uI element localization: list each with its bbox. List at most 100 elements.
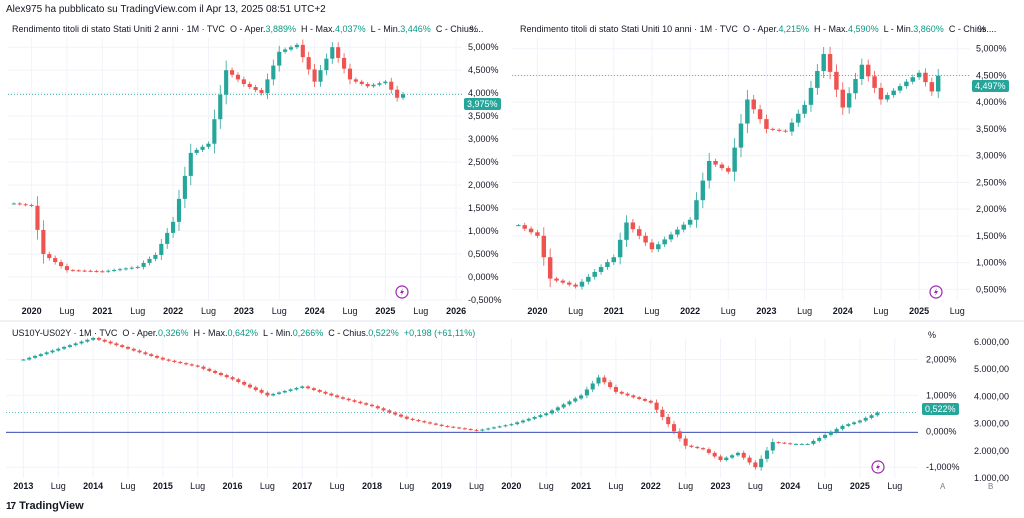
candle-body xyxy=(91,338,96,340)
candle-body xyxy=(712,452,717,457)
candle-body xyxy=(636,229,642,236)
x-tick-label: Lug xyxy=(873,306,888,316)
candle-body xyxy=(579,281,585,287)
candle-body xyxy=(184,363,189,365)
candle-body xyxy=(123,268,128,270)
candle-body xyxy=(82,270,87,272)
candle-body xyxy=(509,424,514,426)
candle-body xyxy=(306,57,311,70)
candle-body xyxy=(706,160,712,181)
candle-body xyxy=(73,343,78,346)
candle-body xyxy=(125,346,131,349)
candle-body xyxy=(802,104,807,114)
x-tick-label: 2024 xyxy=(833,306,853,316)
candle-body xyxy=(611,257,617,263)
log-scale-button[interactable]: B xyxy=(988,482,994,491)
y-tick-label: 4,500% xyxy=(976,70,1007,80)
candle-body xyxy=(172,360,177,362)
candle-body xyxy=(253,87,258,91)
candle-body xyxy=(522,225,527,229)
candle-body xyxy=(336,47,341,58)
candle-body xyxy=(821,54,826,71)
candle-body xyxy=(687,219,693,225)
y-tick-label: 1,500% xyxy=(976,231,1007,241)
candle-body xyxy=(85,339,90,342)
candle-body xyxy=(811,440,816,444)
candle-body xyxy=(923,72,928,83)
candle-body xyxy=(660,409,665,417)
x-tick-label: 2021 xyxy=(571,481,591,491)
low-label: L - Min. xyxy=(883,24,914,34)
x-tick-label: Lug xyxy=(887,481,902,491)
candle-body xyxy=(188,152,193,176)
candle-body xyxy=(547,257,553,279)
candle-body xyxy=(706,449,711,453)
candle-body xyxy=(783,130,788,132)
candle-body xyxy=(265,392,270,396)
candle-body xyxy=(108,341,113,344)
x-tick-label: 2025 xyxy=(909,306,929,316)
candle-body xyxy=(218,373,223,376)
candle-body xyxy=(106,270,111,272)
low-value: 3,860% xyxy=(913,24,944,34)
candle-body xyxy=(283,49,288,52)
y-tick-label: 0,500% xyxy=(976,284,1007,294)
candle-body xyxy=(834,428,839,432)
candle-body xyxy=(312,69,317,82)
candle-body xyxy=(59,262,64,267)
candle-body xyxy=(317,390,322,392)
chart-us10y: 5,000% 4,500% 4,000% 3,500% 3,000% 2,500% 2,00… xyxy=(512,38,1007,316)
candle-body xyxy=(288,47,294,50)
candle-body xyxy=(35,205,40,230)
candle-body xyxy=(617,239,623,258)
candle-body xyxy=(584,389,589,396)
close-label: C - Chius.... xyxy=(948,24,997,34)
candle-body xyxy=(294,44,299,48)
open-label: O - Aper. xyxy=(229,24,266,34)
candle-body xyxy=(671,424,677,432)
candle-body xyxy=(277,51,282,66)
open-label: O - Aper. xyxy=(742,24,779,34)
candle-body xyxy=(532,416,537,419)
candle-body xyxy=(253,387,258,391)
auto-scale-button[interactable]: A xyxy=(940,482,946,491)
candle-body xyxy=(840,89,846,108)
candle-body xyxy=(276,392,282,394)
title-text: Rendimento titoli di stato Stati Uniti 2… xyxy=(12,24,225,34)
candle-body xyxy=(550,410,555,414)
candle-body xyxy=(352,400,357,402)
candle-body xyxy=(137,350,142,353)
candle-body xyxy=(605,262,610,268)
candle-body xyxy=(141,262,146,267)
x-tick-label: Lug xyxy=(818,481,833,491)
candle-body xyxy=(642,399,648,401)
candle-body xyxy=(400,94,406,98)
candle-body xyxy=(573,284,578,287)
candle-body xyxy=(885,95,890,100)
y-tick-label: 3,500% xyxy=(468,111,499,121)
candle-body xyxy=(375,406,380,409)
candle-body xyxy=(863,417,868,421)
low-label: L - Min. xyxy=(263,328,293,338)
candle-body xyxy=(135,266,140,268)
x-tick-label: 2022 xyxy=(680,306,700,316)
candle-body xyxy=(681,224,686,230)
candle-body xyxy=(770,128,776,130)
candle-body xyxy=(759,458,764,468)
candle-body xyxy=(62,346,67,349)
y-tick-label: 4,000% xyxy=(468,88,499,98)
candle-body xyxy=(560,280,566,283)
candle-body xyxy=(207,368,212,371)
candle-body xyxy=(178,361,183,364)
candle-body xyxy=(541,235,547,258)
candle-body xyxy=(410,418,415,420)
candle-body xyxy=(389,81,394,90)
candle-body xyxy=(201,366,206,369)
candle-body xyxy=(817,437,822,441)
candle-body xyxy=(194,149,199,153)
candle-body xyxy=(770,442,775,451)
close-value: 0,522% xyxy=(368,328,399,338)
candle-body xyxy=(718,456,723,461)
y-tick-label: 5,000% xyxy=(468,42,499,52)
candle-body xyxy=(878,87,884,100)
